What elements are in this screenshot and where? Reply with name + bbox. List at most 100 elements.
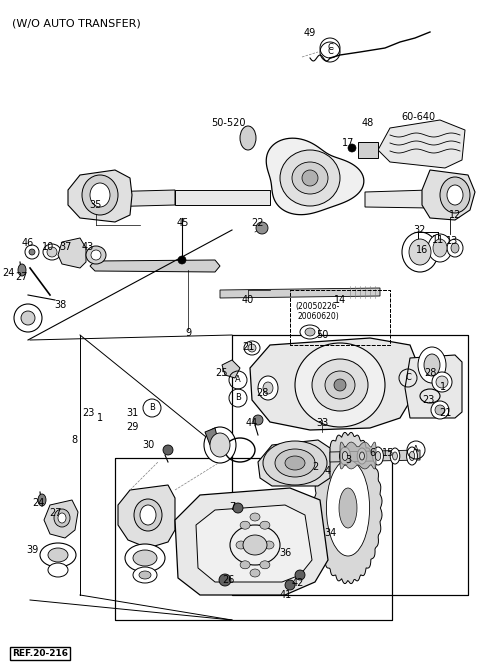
Ellipse shape bbox=[295, 343, 385, 427]
Text: 26: 26 bbox=[222, 575, 234, 585]
Text: 21: 21 bbox=[242, 342, 254, 352]
Text: 7: 7 bbox=[229, 502, 235, 512]
Ellipse shape bbox=[431, 401, 449, 419]
Ellipse shape bbox=[264, 541, 274, 549]
Text: (W/O AUTO TRANSFER): (W/O AUTO TRANSFER) bbox=[12, 18, 141, 28]
Text: 2: 2 bbox=[312, 462, 318, 472]
Polygon shape bbox=[196, 505, 312, 582]
Ellipse shape bbox=[440, 177, 470, 213]
Bar bbox=[232, 335, 468, 595]
Ellipse shape bbox=[436, 376, 448, 388]
Bar bbox=[358, 142, 378, 158]
Polygon shape bbox=[340, 442, 376, 469]
Polygon shape bbox=[258, 440, 330, 486]
Ellipse shape bbox=[348, 144, 356, 152]
Ellipse shape bbox=[256, 222, 268, 234]
Text: 27: 27 bbox=[49, 508, 61, 518]
Text: 31: 31 bbox=[126, 408, 138, 418]
Ellipse shape bbox=[210, 433, 230, 457]
Text: 48: 48 bbox=[362, 118, 374, 128]
Ellipse shape bbox=[375, 452, 381, 460]
Ellipse shape bbox=[263, 382, 273, 394]
Ellipse shape bbox=[38, 494, 46, 506]
Polygon shape bbox=[365, 190, 430, 208]
Ellipse shape bbox=[58, 513, 66, 523]
Ellipse shape bbox=[236, 541, 246, 549]
Ellipse shape bbox=[342, 452, 348, 460]
Polygon shape bbox=[222, 360, 240, 378]
Text: 24: 24 bbox=[32, 498, 44, 508]
Ellipse shape bbox=[29, 249, 35, 255]
Text: 25: 25 bbox=[216, 368, 228, 378]
Ellipse shape bbox=[243, 535, 267, 555]
Text: 28: 28 bbox=[424, 368, 436, 378]
Ellipse shape bbox=[435, 405, 445, 415]
Text: 50: 50 bbox=[316, 330, 328, 340]
Text: REF.20-216: REF.20-216 bbox=[12, 649, 68, 658]
Ellipse shape bbox=[407, 447, 418, 465]
Ellipse shape bbox=[433, 239, 447, 257]
Ellipse shape bbox=[280, 150, 340, 206]
Text: 12: 12 bbox=[449, 210, 461, 220]
Text: 41: 41 bbox=[280, 590, 292, 600]
Ellipse shape bbox=[295, 570, 305, 580]
Ellipse shape bbox=[409, 239, 431, 265]
Polygon shape bbox=[314, 432, 382, 584]
Ellipse shape bbox=[86, 246, 106, 264]
Text: A: A bbox=[413, 446, 419, 454]
Ellipse shape bbox=[233, 503, 243, 513]
Text: 3: 3 bbox=[345, 455, 351, 465]
Ellipse shape bbox=[204, 427, 236, 463]
Text: 20060620): 20060620) bbox=[297, 312, 339, 321]
Text: 42: 42 bbox=[292, 578, 304, 588]
Text: 27: 27 bbox=[16, 272, 28, 282]
Ellipse shape bbox=[139, 571, 151, 579]
Text: 37: 37 bbox=[59, 242, 71, 252]
Ellipse shape bbox=[334, 379, 346, 391]
Text: 9: 9 bbox=[185, 328, 191, 338]
Text: 43: 43 bbox=[82, 242, 94, 252]
Ellipse shape bbox=[21, 311, 35, 325]
Text: 38: 38 bbox=[54, 300, 66, 310]
Bar bbox=[232, 335, 468, 595]
Ellipse shape bbox=[360, 452, 364, 460]
Text: 34: 34 bbox=[324, 528, 336, 538]
Polygon shape bbox=[250, 338, 418, 430]
Text: (20050226-: (20050226- bbox=[296, 302, 340, 311]
Text: 1: 1 bbox=[440, 382, 446, 392]
Polygon shape bbox=[220, 288, 380, 298]
Polygon shape bbox=[266, 138, 364, 214]
Text: 11: 11 bbox=[432, 235, 444, 245]
Ellipse shape bbox=[326, 460, 370, 556]
Ellipse shape bbox=[263, 441, 327, 485]
Ellipse shape bbox=[244, 341, 260, 355]
Text: 13: 13 bbox=[446, 236, 458, 246]
Ellipse shape bbox=[133, 567, 157, 583]
Ellipse shape bbox=[372, 447, 384, 465]
Ellipse shape bbox=[258, 376, 278, 400]
Ellipse shape bbox=[312, 359, 368, 411]
Ellipse shape bbox=[432, 372, 452, 392]
Text: 23: 23 bbox=[82, 408, 94, 418]
Text: 35: 35 bbox=[90, 200, 102, 210]
Ellipse shape bbox=[339, 488, 357, 528]
Ellipse shape bbox=[250, 513, 260, 521]
Text: 15: 15 bbox=[382, 448, 394, 458]
Ellipse shape bbox=[302, 170, 318, 186]
Ellipse shape bbox=[48, 548, 68, 562]
Ellipse shape bbox=[285, 580, 295, 590]
Ellipse shape bbox=[418, 347, 446, 383]
Polygon shape bbox=[44, 500, 78, 538]
Ellipse shape bbox=[47, 247, 57, 257]
Ellipse shape bbox=[357, 448, 367, 464]
Ellipse shape bbox=[260, 521, 270, 529]
Ellipse shape bbox=[325, 371, 355, 399]
Ellipse shape bbox=[424, 354, 440, 376]
Polygon shape bbox=[378, 120, 465, 168]
Text: 40: 40 bbox=[242, 295, 254, 305]
Text: 49: 49 bbox=[304, 28, 316, 38]
Ellipse shape bbox=[48, 563, 68, 577]
Text: 46: 46 bbox=[22, 238, 34, 248]
Text: 33: 33 bbox=[316, 418, 328, 428]
Ellipse shape bbox=[292, 162, 328, 194]
